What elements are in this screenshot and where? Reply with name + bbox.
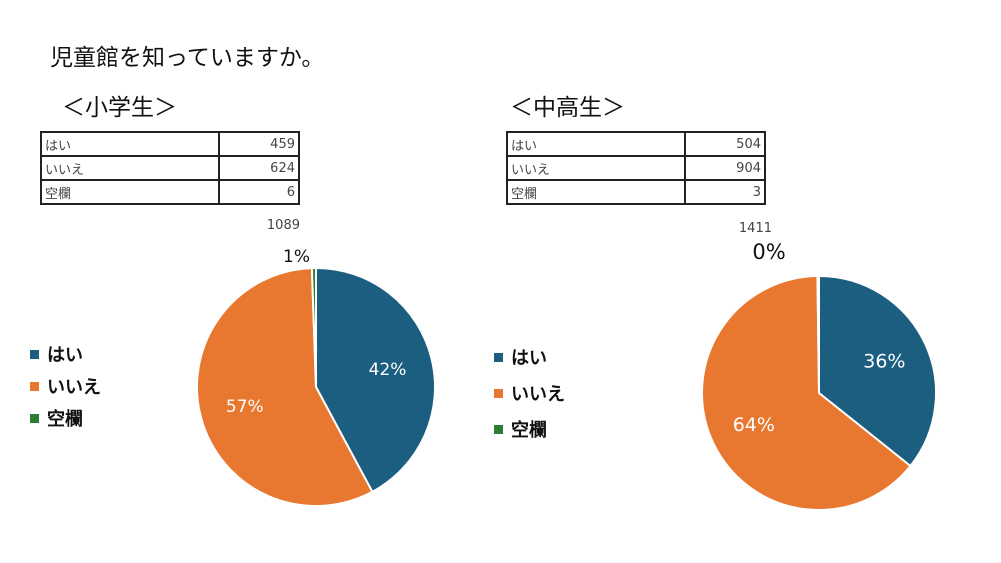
row-value-blank: 6	[218, 179, 300, 205]
elementary-legend: はい いいえ 空欄	[30, 338, 101, 434]
legend-item-yes: はい	[494, 339, 565, 375]
pie-label-yes: 36%	[863, 351, 905, 373]
row-value-yes: 504	[684, 131, 766, 157]
row-label-blank: 空欄	[40, 179, 220, 205]
legend-swatch-blank	[30, 413, 39, 423]
pie-slice-no	[196, 267, 374, 507]
row-label-no: いいえ	[506, 155, 686, 181]
elementary-title: ＜小学生＞	[62, 95, 177, 121]
pie-label-blank: 0%	[752, 240, 785, 264]
legend-item-no: いいえ	[494, 375, 565, 411]
table-row: 空欄 3	[506, 179, 766, 205]
legend-label-blank: 空欄	[47, 409, 83, 430]
legend-label-yes: はい	[511, 348, 547, 369]
table-row: 空欄 6	[40, 179, 300, 205]
pie-slice-yes	[315, 266, 436, 494]
row-value-no: 904	[684, 155, 766, 181]
row-label-yes: はい	[40, 131, 220, 157]
legend-label-yes: はい	[47, 345, 83, 366]
legend-item-blank: 空欄	[30, 402, 101, 434]
row-label-blank: 空欄	[506, 179, 686, 205]
secondary-table: はい 504 いいえ 904 空欄 3	[506, 131, 766, 205]
secondary-total: 1411	[738, 221, 772, 236]
pie-label-blank: 1%	[283, 247, 310, 267]
row-value-no: 624	[218, 155, 300, 181]
secondary-legend: はい いいえ 空欄	[494, 339, 565, 447]
elementary-total: 1089	[266, 218, 300, 233]
legend-swatch-no	[30, 381, 39, 391]
pie-label-no: 64%	[733, 414, 775, 436]
legend-label-no: いいえ	[47, 377, 101, 398]
row-value-blank: 3	[684, 179, 766, 205]
elementary-pie-chart: 42% 57% 1%	[196, 247, 436, 507]
legend-label-no: いいえ	[511, 384, 565, 405]
legend-item-blank: 空欄	[494, 411, 565, 447]
secondary-pie-chart: 36% 64% 0%	[701, 240, 937, 511]
legend-swatch-yes	[30, 349, 39, 359]
table-row: いいえ 624	[40, 155, 300, 181]
pie-label-yes: 42%	[369, 360, 407, 380]
pie-slice-yes	[818, 274, 937, 468]
row-label-yes: はい	[506, 131, 686, 157]
pie-slice-blank	[310, 266, 317, 388]
pie-slice-no	[701, 274, 912, 511]
legend-item-yes: はい	[30, 338, 101, 370]
table-row: いいえ 904	[506, 155, 766, 181]
legend-swatch-no	[494, 388, 503, 398]
legend-swatch-yes	[494, 352, 503, 362]
elementary-table: はい 459 いいえ 624 空欄 6	[40, 131, 300, 205]
table-row: はい 459	[40, 131, 300, 157]
legend-label-blank: 空欄	[511, 420, 547, 441]
table-row: はい 504	[506, 131, 766, 157]
legend-swatch-blank	[494, 424, 503, 434]
row-label-no: いいえ	[40, 155, 220, 181]
legend-item-no: いいえ	[30, 370, 101, 402]
secondary-title: ＜中高生＞	[510, 95, 625, 121]
page-title: 児童館を知っていますか。	[50, 45, 325, 71]
pie-slice-blank	[816, 274, 820, 394]
pie-label-no: 57%	[226, 397, 264, 417]
row-value-yes: 459	[218, 131, 300, 157]
